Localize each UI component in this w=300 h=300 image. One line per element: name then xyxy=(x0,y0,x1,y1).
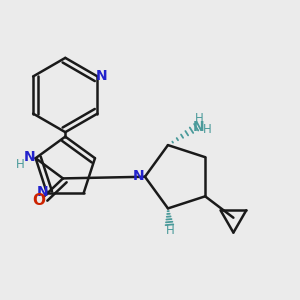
Text: H: H xyxy=(195,112,203,125)
Text: O: O xyxy=(32,193,45,208)
Text: N: N xyxy=(24,150,35,164)
Text: H: H xyxy=(16,158,25,171)
Text: N: N xyxy=(133,169,145,183)
Text: N: N xyxy=(36,185,48,200)
Text: N: N xyxy=(193,120,204,134)
Text: N: N xyxy=(95,69,107,83)
Text: H: H xyxy=(166,224,175,237)
Text: H: H xyxy=(202,122,211,136)
